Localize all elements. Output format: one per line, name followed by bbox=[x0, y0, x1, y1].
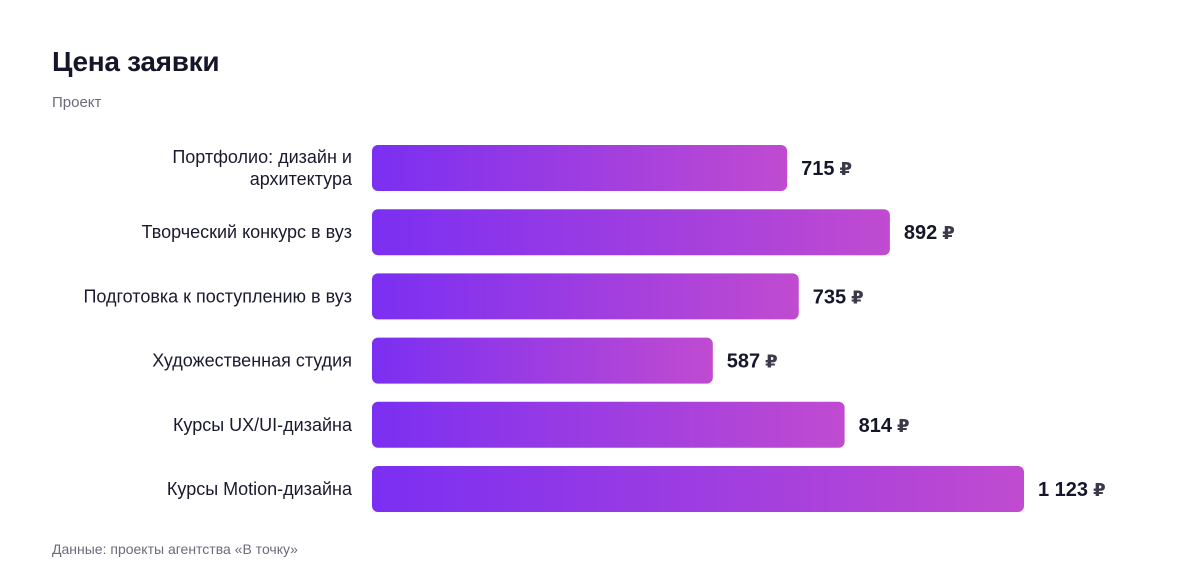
bar-0 bbox=[372, 145, 788, 191]
category-label-2: Подготовка к поступлению в вуз bbox=[83, 286, 352, 306]
category-label-4: Курсы UX/UI-дизайна bbox=[173, 415, 353, 435]
category-label-1: Творческий конкурс в вуз bbox=[142, 222, 352, 242]
bar-2 bbox=[372, 273, 799, 320]
bar-3 bbox=[372, 337, 713, 384]
bar-5 bbox=[372, 466, 1024, 512]
chart-source-note: Данные: проекты агентства «В точку» bbox=[52, 541, 298, 557]
value-label-1: 892 ₽ bbox=[904, 222, 955, 244]
chart-title: Цена заявки bbox=[52, 46, 220, 77]
bars-layer: Портфолио: дизайн и архитектура 715 ₽ Творче… bbox=[83, 145, 1106, 512]
value-label-5: 1 123 ₽ bbox=[1038, 479, 1106, 501]
bar-4 bbox=[372, 401, 845, 448]
value-label-0: 715 ₽ bbox=[801, 158, 852, 180]
value-label-3: 587 ₽ bbox=[727, 351, 778, 373]
category-label-5: Курсы Motion-дизайна bbox=[167, 479, 353, 499]
value-label-4: 814 ₽ bbox=[859, 415, 910, 437]
category-label-0: Портфолио: дизайн и архитектура bbox=[172, 147, 353, 189]
value-label-2: 735 ₽ bbox=[813, 286, 864, 308]
bar-1 bbox=[372, 209, 890, 256]
category-label-3: Художественная студия bbox=[152, 351, 352, 371]
chart-subtitle: Проект bbox=[52, 94, 102, 111]
